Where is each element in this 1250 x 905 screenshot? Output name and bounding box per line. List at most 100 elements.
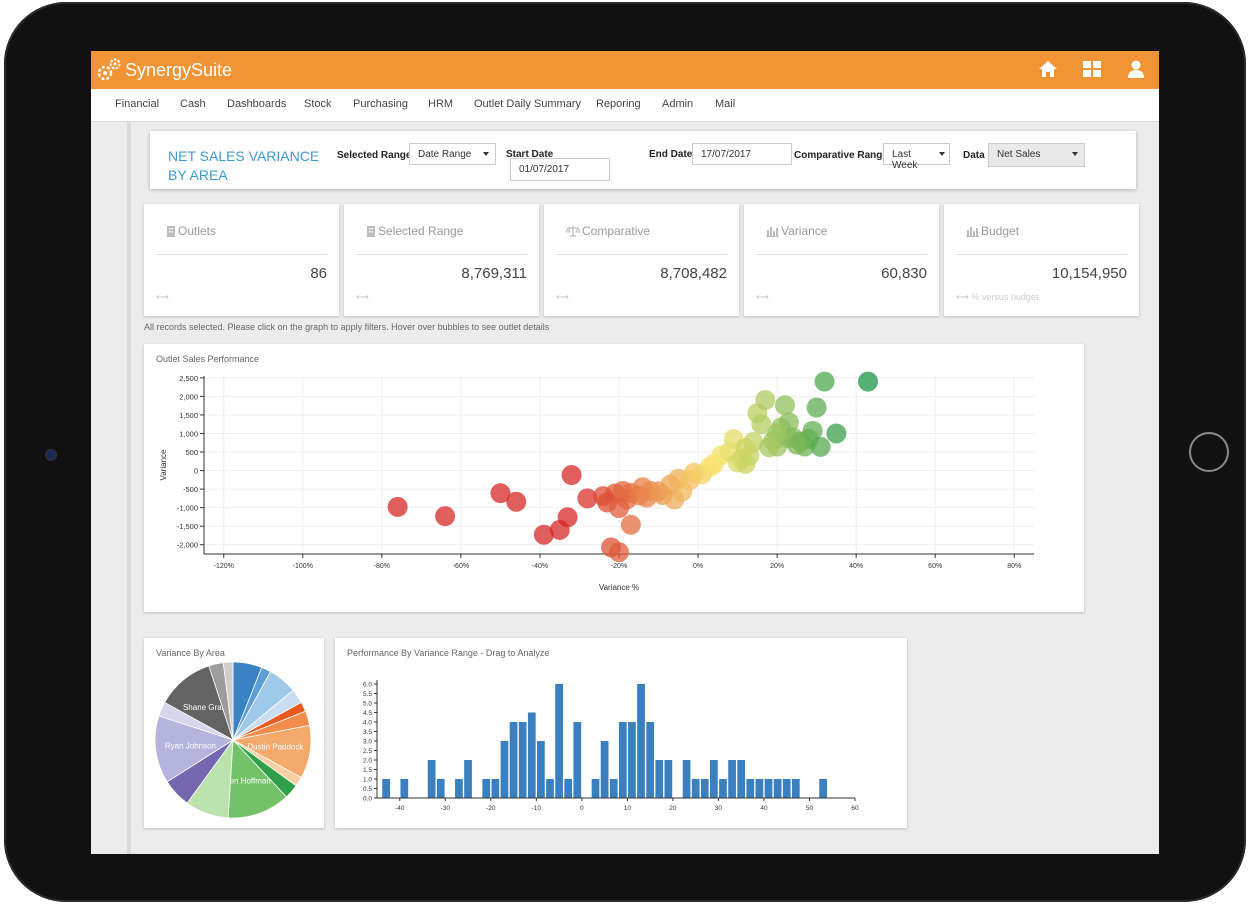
chevron-down-icon	[483, 152, 489, 156]
nav-financial[interactable]: Financial	[115, 98, 160, 110]
app-name: SynergySuite	[125, 59, 233, 80]
x-tick-label: 60%	[928, 563, 942, 570]
user-icon[interactable]	[1125, 59, 1147, 79]
y-tick-label: 4.0	[363, 720, 372, 727]
x-tick-label: -40%	[532, 563, 548, 570]
histogram-chart[interactable]: 0.0 0.5 1.0 1.5 2.0 2.5 3.0 3.5 4.0 4.5 5.0 5.5 6.0 -…	[335, 638, 907, 828]
card-value: 60,830	[881, 265, 927, 282]
histogram-bar	[609, 779, 618, 798]
gears-icon	[97, 58, 121, 81]
start-date-input[interactable]: 01/07/2017	[510, 158, 610, 181]
y-tick-label: 1,500	[179, 411, 198, 420]
x-tick-label: 20%	[770, 563, 784, 570]
scatter-point	[620, 514, 641, 535]
scatter-point	[826, 423, 847, 444]
building-icon	[367, 226, 375, 237]
selected-range-select[interactable]: Date Range	[409, 143, 496, 165]
start-date-value: 01/07/2017	[519, 164, 570, 175]
histogram-bar	[728, 760, 736, 798]
home-icon[interactable]	[1037, 59, 1059, 79]
dashboard-grid-icon[interactable]	[1081, 59, 1103, 79]
x-tick-label: -100%	[293, 563, 313, 570]
bar-chart-icon	[966, 227, 979, 237]
histogram-bar	[455, 779, 463, 798]
nav-dashboards[interactable]: Dashboards	[227, 98, 287, 110]
comparative-range-select[interactable]: Last Week	[883, 143, 950, 171]
histogram-bar	[664, 760, 673, 798]
pie-label: Ryan Johnson	[165, 741, 216, 750]
pie-slice	[154, 715, 234, 783]
kpi-card-comparative: Comparative 8,708,482 ⟷	[544, 204, 739, 316]
x-tick-label: -80%	[374, 563, 390, 570]
x-tick-label: -60%	[453, 563, 469, 570]
scatter-chart[interactable]: -120% -100% -80% -60% -40% -20% 0% 20% 40% 60% 80%…	[144, 344, 1084, 612]
x-tick-label: -120%	[214, 563, 234, 570]
pie-panel: Variance By Area Dustin Paddock Ken Hoffm…	[144, 638, 324, 828]
pie-label: Ken Hoffman	[224, 776, 271, 785]
y-tick-label: 6.0	[363, 682, 372, 689]
card-title: Outlets	[178, 224, 217, 238]
end-date-value: 17/07/2017	[701, 149, 752, 160]
histogram-bar	[637, 684, 645, 798]
logo[interactable]: SynergySuite	[97, 53, 232, 87]
histogram-bar	[628, 722, 636, 798]
x-tick-label: 40	[760, 805, 768, 812]
y-tick-label: 1.5	[363, 767, 372, 774]
comparative-range-value: Last Week	[892, 149, 918, 171]
y-tick-label: 2,500	[179, 374, 198, 383]
x-tick-label: -20	[486, 805, 496, 812]
nav-reporting[interactable]: Reporing	[596, 98, 641, 110]
pie-chart[interactable]: Dustin Paddock Ken Hoffman Ryan Johnson Sha…	[144, 638, 324, 828]
scatter-point	[810, 436, 831, 457]
nav-admin[interactable]: Admin	[662, 98, 694, 110]
histogram-bar	[464, 760, 472, 798]
nav-mail[interactable]: Mail	[715, 98, 736, 110]
histogram-bar	[400, 779, 409, 798]
histogram-bar	[591, 779, 600, 798]
y-tick-label: 1.0	[363, 777, 372, 784]
scatter-point	[577, 488, 598, 509]
histogram-bar	[518, 722, 527, 798]
x-tick-label: 60	[851, 805, 859, 812]
card-title: Selected Range	[378, 224, 464, 238]
page-title: NET SALES VARIANCE BY AREA	[168, 148, 320, 183]
nav-outlet-daily-summary[interactable]: Outlet Daily Summary	[474, 98, 581, 110]
card-value: 8,708,482	[660, 265, 727, 282]
y-tick-label: 0	[194, 467, 198, 476]
x-tick-label: -10	[532, 805, 542, 812]
scatter-point	[858, 371, 878, 392]
card-value: 10,154,950	[1051, 265, 1127, 282]
y-tick-label: 5.5	[363, 691, 372, 698]
scatter-point	[506, 491, 527, 512]
histogram-bar	[700, 779, 709, 798]
histogram-bar	[655, 760, 664, 798]
scatter-point	[786, 434, 807, 455]
histogram-panel: Performance By Variance Range - Drag to …	[335, 638, 907, 828]
selected-range-value: Date Range	[418, 149, 472, 160]
bar-chart-icon	[766, 227, 779, 237]
y-tick-label: -2,000	[177, 541, 198, 550]
scatter-point	[751, 414, 772, 435]
scatter-point	[561, 465, 582, 486]
nav-purchasing[interactable]: Purchasing	[353, 98, 409, 110]
nav-cash[interactable]: Cash	[180, 98, 206, 110]
scatter-panel: Outlet Sales Performance -120% -100% -80% -…	[144, 344, 1084, 612]
camera-icon	[45, 449, 57, 461]
histogram-bar	[573, 722, 582, 798]
y-tick-label: 0.0	[363, 796, 372, 803]
comparative-range-label: Comparative Range	[794, 150, 888, 161]
y-tick-label: 2.0	[363, 758, 372, 765]
histogram-bar	[719, 779, 727, 798]
end-date-input[interactable]: 17/07/2017	[692, 143, 792, 165]
histogram-bar	[691, 779, 700, 798]
data-value: Net Sales	[997, 149, 1041, 160]
x-tick-label: 0	[580, 805, 584, 812]
histogram-bar	[491, 779, 500, 798]
nav-stock[interactable]: Stock	[304, 98, 332, 110]
data-select[interactable]: Net Sales	[988, 143, 1085, 167]
home-button[interactable]	[1189, 432, 1229, 472]
x-tick-label: 10	[624, 805, 632, 812]
scatter-point	[755, 390, 776, 411]
histogram-bar	[436, 779, 445, 798]
nav-hrm[interactable]: HRM	[428, 98, 454, 110]
